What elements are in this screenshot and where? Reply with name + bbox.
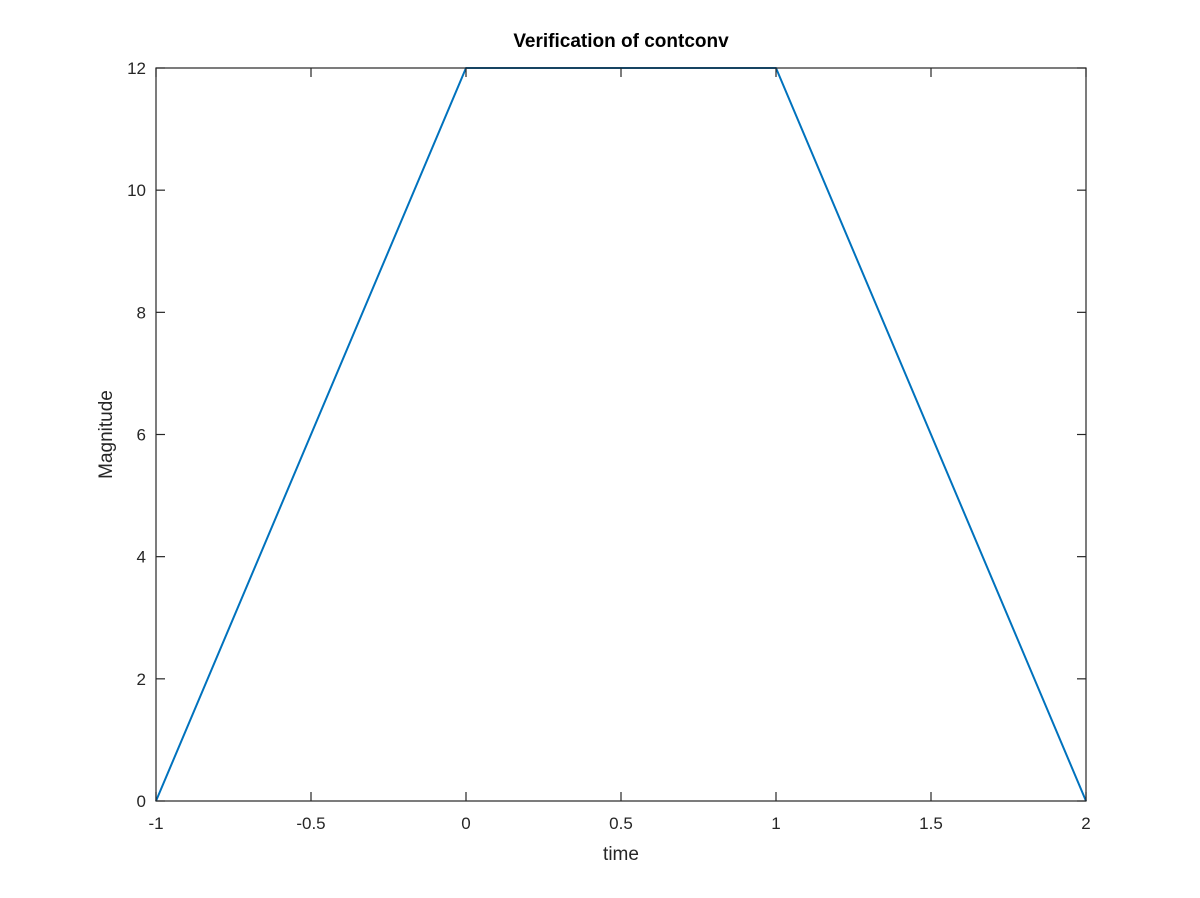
x-tick-label: 2	[1081, 814, 1090, 833]
x-tick-label: 0	[461, 814, 470, 833]
x-axis-label: time	[603, 844, 639, 865]
y-tick-label: 6	[137, 426, 146, 445]
axes-box	[155, 67, 1087, 802]
y-axis-label: Magnitude	[96, 390, 117, 479]
x-tick-label: -0.5	[296, 814, 325, 833]
x-tick-label: 1	[771, 814, 780, 833]
y-tick-label: 10	[127, 181, 146, 200]
y-tick-label: 0	[137, 792, 146, 811]
x-tick-label: -1	[148, 814, 163, 833]
y-tick-label: 4	[137, 548, 146, 567]
y-tick-label: 2	[137, 670, 146, 689]
plot-area	[156, 68, 1086, 801]
chart-title: Verification of contconv	[513, 31, 729, 52]
y-tick-label: 12	[127, 59, 146, 78]
x-tick-label: 1.5	[919, 814, 943, 833]
y-tick-label: 8	[137, 303, 146, 322]
x-tick-label: 0.5	[609, 814, 633, 833]
